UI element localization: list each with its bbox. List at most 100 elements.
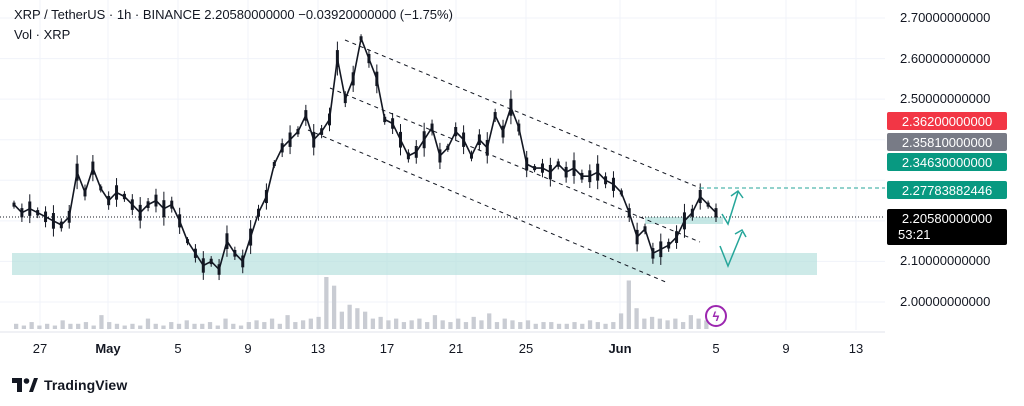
volume-bar bbox=[432, 315, 438, 329]
candle-body bbox=[146, 201, 150, 208]
candle-body bbox=[91, 161, 95, 175]
bar-countdown: 53:21 bbox=[898, 227, 931, 242]
tradingview-logo[interactable]: TradingView bbox=[12, 375, 127, 395]
tradingview-brand: TradingView bbox=[44, 377, 128, 393]
candle-body bbox=[477, 134, 481, 145]
volume-bar bbox=[603, 323, 608, 329]
time-axis-label: 21 bbox=[448, 341, 464, 356]
volume-bar bbox=[673, 318, 678, 329]
projection-arrow-down-head bbox=[734, 228, 747, 238]
chart-legend-volume: Vol · XRP bbox=[14, 27, 71, 42]
candle-body bbox=[122, 193, 126, 200]
last-price-value: 2.20580000000 bbox=[901, 211, 993, 226]
volume-bar bbox=[556, 323, 562, 329]
candle-body bbox=[422, 131, 426, 149]
volume-bar bbox=[363, 311, 368, 329]
candle-body bbox=[438, 149, 442, 163]
price-axis-label: 2.00000000000 bbox=[900, 294, 991, 309]
candle-body bbox=[178, 214, 182, 228]
price-levels bbox=[0, 187, 885, 218]
volume-bar bbox=[587, 320, 593, 329]
volume-bar bbox=[572, 322, 577, 329]
volume-bar bbox=[215, 325, 220, 329]
candle-body bbox=[193, 248, 197, 258]
volume-bar bbox=[169, 322, 174, 329]
volume-bar bbox=[417, 318, 422, 329]
candle-body bbox=[485, 139, 489, 156]
volume-bar bbox=[122, 325, 127, 329]
volume-bar bbox=[494, 322, 500, 329]
candle-body bbox=[264, 189, 268, 204]
volume-bar bbox=[618, 313, 624, 329]
volume-bar bbox=[308, 318, 313, 329]
volume-bar bbox=[642, 318, 647, 329]
candle-body bbox=[525, 157, 529, 171]
candle-body bbox=[367, 53, 371, 64]
candle-body bbox=[320, 128, 324, 135]
tradingview-icon bbox=[12, 378, 38, 392]
volume-bar bbox=[107, 322, 112, 329]
volume-bar bbox=[52, 325, 58, 329]
candle-body bbox=[572, 160, 576, 176]
candle-body bbox=[375, 71, 379, 87]
candle-body bbox=[398, 131, 402, 148]
volume-bar bbox=[347, 304, 352, 329]
candle-body bbox=[548, 164, 552, 180]
price-axis-label: 2.70000000000 bbox=[900, 10, 991, 25]
volume-bar bbox=[316, 316, 321, 329]
candle-body bbox=[462, 132, 466, 147]
volume-bar bbox=[192, 323, 197, 329]
candle-body bbox=[454, 126, 458, 137]
time-axis-label: 17 bbox=[379, 341, 395, 356]
volume-bars bbox=[14, 277, 709, 329]
volume-bar bbox=[580, 323, 585, 329]
volume-bar bbox=[293, 322, 298, 329]
channel-upper-line bbox=[344, 39, 701, 189]
volume-bar bbox=[409, 320, 414, 329]
volume-bar bbox=[448, 322, 453, 329]
volume-bar bbox=[246, 322, 251, 329]
volume-bar bbox=[138, 325, 143, 329]
volume-bar bbox=[254, 320, 259, 329]
volume-bar bbox=[634, 308, 639, 329]
volume-bar bbox=[626, 280, 631, 329]
volume-bar bbox=[704, 320, 709, 329]
projection-arrow-up bbox=[721, 191, 739, 226]
candle-body bbox=[682, 212, 686, 230]
volume-bar bbox=[339, 311, 344, 329]
volume-bar bbox=[83, 322, 89, 329]
volume-bar bbox=[91, 325, 96, 329]
candle-body bbox=[588, 170, 592, 183]
time-axis-label: 25 bbox=[518, 341, 534, 356]
candle-body bbox=[414, 145, 418, 158]
volume-bar bbox=[130, 323, 135, 329]
descending-channel bbox=[307, 39, 701, 284]
volume-bar bbox=[176, 323, 182, 329]
candle-body bbox=[312, 131, 316, 148]
time-axis-label: 13 bbox=[848, 341, 864, 356]
candle-body bbox=[201, 258, 205, 273]
volume-bar bbox=[285, 315, 290, 329]
time-axis-label: 27 bbox=[32, 341, 48, 356]
candle-body bbox=[604, 176, 608, 185]
volume-bar bbox=[564, 323, 569, 329]
candle-body bbox=[249, 228, 253, 246]
time-axis-label: May bbox=[95, 341, 121, 356]
lightning-icon[interactable]: ϟ bbox=[705, 305, 727, 327]
candle-body bbox=[635, 229, 639, 245]
candle-body bbox=[75, 163, 79, 181]
volume-bar bbox=[471, 316, 476, 329]
candle-body bbox=[20, 208, 24, 218]
time-axis-label: 9 bbox=[244, 341, 252, 356]
candle-body bbox=[225, 233, 229, 249]
candle-body bbox=[690, 208, 694, 217]
volume-bar bbox=[688, 315, 693, 329]
price-line bbox=[13, 37, 717, 271]
volume-bar bbox=[21, 325, 27, 329]
volume-bar bbox=[401, 322, 407, 329]
candle-body bbox=[241, 255, 245, 268]
support-zones bbox=[12, 217, 817, 275]
volume-bar bbox=[440, 320, 445, 329]
volume-bar bbox=[479, 320, 484, 329]
